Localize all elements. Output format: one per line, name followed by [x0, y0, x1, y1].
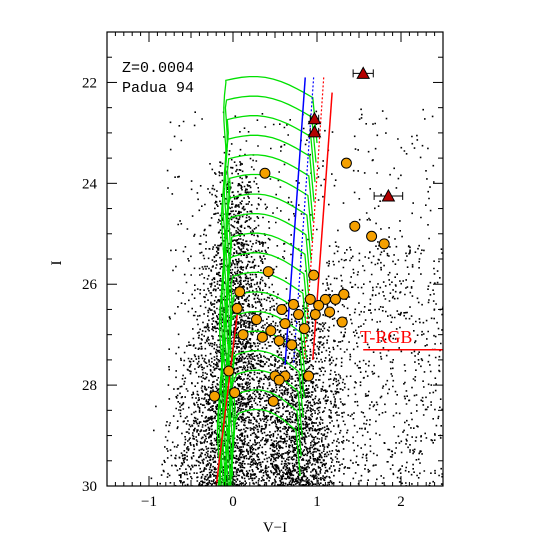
- variable-star-27: [273, 335, 285, 347]
- triangle-star-marker: [381, 188, 396, 202]
- triangle-star-3: [307, 124, 322, 138]
- variable-star-33: [303, 370, 315, 382]
- isochrone-9: [223, 232, 310, 486]
- x-axis-label: V−I: [263, 520, 287, 536]
- red-blue-edge-line: [215, 314, 238, 486]
- triangle-star-marker: [307, 124, 322, 138]
- triangle-stars: [307, 66, 404, 202]
- triangle-star-1: [352, 66, 374, 79]
- red-dotted-line: [303, 77, 325, 360]
- variable-star-29: [223, 365, 235, 377]
- variable-star-23: [265, 325, 277, 337]
- variable-star-22: [336, 316, 348, 328]
- x-tick-label: 1: [313, 494, 321, 510]
- x-tick-label: 2: [397, 494, 405, 510]
- variable-star-34: [229, 387, 241, 399]
- variable-star-15: [231, 302, 243, 314]
- variable-star-19: [309, 308, 321, 320]
- y-tick-label: 24: [82, 176, 98, 192]
- model-label: Padua 94: [122, 80, 194, 97]
- variable-star-12: [329, 293, 341, 305]
- variable-star-2: [340, 157, 352, 169]
- x-tick-label: 0: [229, 494, 237, 510]
- triangle-star-marker: [356, 66, 371, 79]
- y-tick-label: 22: [82, 75, 97, 91]
- y-tick-label: 26: [82, 277, 98, 293]
- variable-star-13: [287, 298, 299, 310]
- variable-star-10: [304, 293, 316, 305]
- variable-star-17: [293, 308, 305, 320]
- blue-solid-line: [284, 77, 306, 365]
- variable-star-4: [366, 230, 378, 242]
- variable-star-16: [276, 303, 288, 315]
- variable-star-1: [259, 167, 271, 179]
- variable-stars: [209, 157, 390, 407]
- variable-star-28: [286, 339, 298, 351]
- metallicity-label: Z=0.0004: [122, 60, 194, 77]
- isochrone-4: [218, 134, 315, 486]
- variable-star-6: [262, 266, 274, 278]
- y-tick-label: 30: [82, 479, 97, 495]
- variable-star-3: [349, 220, 361, 232]
- variable-star-20: [251, 314, 263, 326]
- y-tick-label: 28: [82, 378, 97, 394]
- variable-star-14: [313, 299, 325, 311]
- variable-star-5: [378, 238, 390, 250]
- variable-star-25: [237, 329, 249, 341]
- variable-star-32: [273, 374, 285, 386]
- variable-star-21: [279, 318, 291, 330]
- variable-star-8: [234, 286, 246, 298]
- triangle-star-4: [373, 188, 404, 202]
- variable-star-36: [267, 395, 279, 407]
- variable-star-7: [308, 269, 320, 281]
- isochrone-18: [231, 408, 301, 486]
- isochrone-15: [229, 350, 304, 486]
- trgb-label: T-RGB: [360, 327, 412, 347]
- isochrone-8: [223, 213, 311, 486]
- triangle-star-2: [307, 111, 322, 125]
- triangle-star-marker: [307, 111, 322, 125]
- isochrone-13: [227, 310, 306, 486]
- variable-star-18: [324, 306, 336, 318]
- x-tick-label: −1: [141, 494, 157, 510]
- variable-star-24: [298, 323, 310, 335]
- y-axis-label: I: [49, 261, 65, 266]
- variable-star-26: [256, 331, 268, 343]
- variable-star-35: [209, 390, 221, 402]
- variable-star-9: [338, 288, 350, 300]
